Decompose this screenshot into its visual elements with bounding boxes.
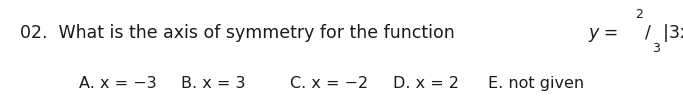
Text: 02.  What is the axis of symmetry for the function: 02. What is the axis of symmetry for the… xyxy=(20,24,461,42)
Text: D. x = 2: D. x = 2 xyxy=(393,76,459,91)
Text: |3x + 9| − 2?: |3x + 9| − 2? xyxy=(663,24,683,42)
Text: 3: 3 xyxy=(652,42,660,55)
Text: C. x = −2: C. x = −2 xyxy=(290,76,368,91)
Text: A. x = −3: A. x = −3 xyxy=(79,76,156,91)
Text: /: / xyxy=(645,24,651,42)
Text: 2: 2 xyxy=(635,8,643,21)
Text: y =: y = xyxy=(589,24,624,42)
Text: B. x = 3: B. x = 3 xyxy=(181,76,245,91)
Text: E. not given: E. not given xyxy=(488,76,585,91)
